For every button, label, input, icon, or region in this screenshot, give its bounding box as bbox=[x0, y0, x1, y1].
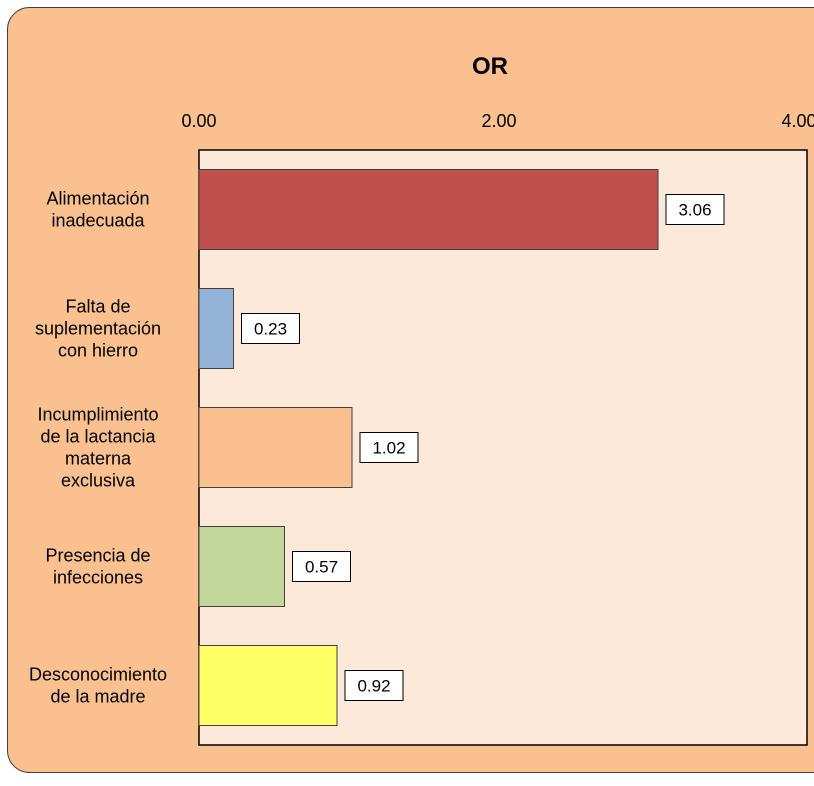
data-label-text: 0.23 bbox=[254, 320, 287, 339]
category-label-line: Falta de bbox=[65, 297, 130, 317]
category-label-line: exclusiva bbox=[61, 471, 136, 491]
x-tick-label: 2.00 bbox=[481, 111, 516, 131]
data-label-text: 0.92 bbox=[357, 677, 390, 696]
data-label: 1.02 bbox=[360, 433, 418, 463]
category-label-line: inadecuada bbox=[51, 211, 145, 231]
data-label: 0.57 bbox=[293, 552, 351, 582]
data-label: 3.06 bbox=[666, 195, 724, 225]
category-label-line: Alimentación bbox=[46, 189, 149, 209]
category-label-line: materna bbox=[65, 449, 132, 469]
x-tick-label: 4.00 bbox=[781, 111, 814, 131]
category-label-line: suplementación bbox=[35, 319, 161, 339]
category-label-line: de la lactancia bbox=[40, 427, 156, 447]
x-tick-label: 0.00 bbox=[181, 111, 216, 131]
data-label: 0.23 bbox=[242, 314, 300, 344]
category-label-line: Incumplimiento bbox=[37, 405, 158, 425]
category-label-line: de la madre bbox=[50, 687, 145, 707]
data-label-text: 1.02 bbox=[372, 439, 405, 458]
bar bbox=[199, 408, 352, 488]
bar bbox=[199, 527, 285, 607]
data-label-text: 3.06 bbox=[678, 201, 711, 220]
data-label-text: 0.57 bbox=[305, 558, 338, 577]
bar bbox=[199, 646, 337, 726]
data-label: 0.92 bbox=[345, 671, 403, 701]
category-label-line: Presencia de bbox=[45, 546, 150, 566]
chart-title: OR bbox=[472, 53, 508, 80]
category-label-line: Desconocimiento bbox=[29, 665, 167, 685]
bar bbox=[199, 170, 658, 250]
category-label-line: infecciones bbox=[53, 568, 143, 588]
category-label-line: con hierro bbox=[58, 341, 138, 361]
bar bbox=[199, 289, 234, 369]
